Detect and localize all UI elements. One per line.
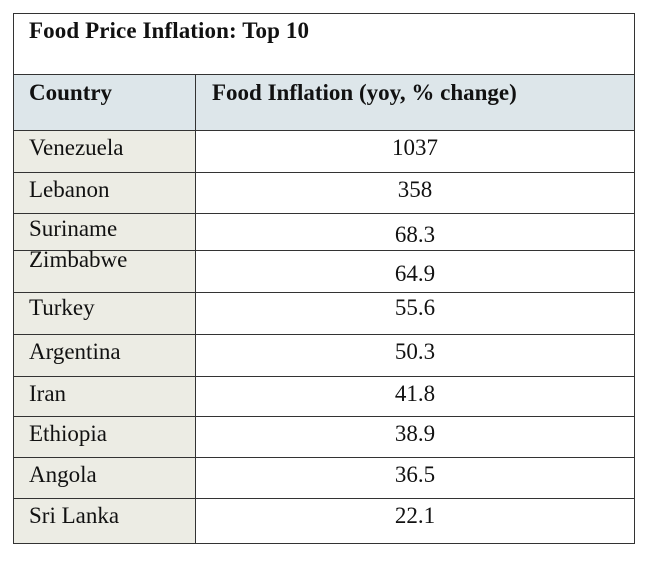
table-row: Argentina 50.3 <box>14 335 634 377</box>
food-inflation-value-cell: 358 <box>196 173 634 213</box>
food-inflation-value-cell: 64.9 <box>196 251 634 292</box>
country-cell: Zimbabwe <box>14 248 196 292</box>
table-header-row: Country Food Inflation (yoy, % change) <box>14 75 634 131</box>
food-inflation-value-cell: 50.3 <box>196 335 634 376</box>
country-cell: Lebanon <box>14 173 196 213</box>
food-inflation-value-cell: 22.1 <box>196 499 634 543</box>
country-cell: Sri Lanka <box>14 499 196 543</box>
food-inflation-value-cell: 55.6 <box>196 293 634 334</box>
country-cell: Angola <box>14 458 196 498</box>
table-row: Sri Lanka 22.1 <box>14 499 634 543</box>
country-cell: Ethiopia <box>14 417 196 457</box>
column-header-country: Country <box>14 75 196 130</box>
column-header-food-inflation: Food Inflation (yoy, % change) <box>212 80 517 105</box>
table-row: Angola 36.5 <box>14 458 634 499</box>
table-row: Iran 41.8 <box>14 377 634 417</box>
table-body: Venezuela 1037 Lebanon 358 Suriname 68.3 Zimba… <box>14 131 634 543</box>
country-cell: Iran <box>14 377 196 416</box>
food-inflation-value-cell: 36.5 <box>196 458 634 498</box>
table-row: Zimbabwe 64.9 <box>14 248 634 293</box>
food-inflation-value-cell: 1037 <box>196 131 634 172</box>
table-row: Suriname 68.3 <box>14 214 634 251</box>
country-cell: Venezuela <box>14 131 196 172</box>
country-cell: Turkey <box>14 293 196 334</box>
table-row: Venezuela 1037 <box>14 131 634 173</box>
table-row: Lebanon 358 <box>14 173 634 214</box>
table-title-row: Food Price Inflation: Top 10 <box>14 14 634 75</box>
food-inflation-value-cell: 68.3 <box>196 214 634 250</box>
food-inflation-value-cell: 38.9 <box>196 417 634 457</box>
food-inflation-table: Food Price Inflation: Top 10 Country Foo… <box>13 13 635 544</box>
country-cell: Argentina <box>14 335 196 376</box>
table-row: Turkey 55.6 <box>14 293 634 335</box>
country-cell: Suriname <box>14 214 196 250</box>
table-row: Ethiopia 38.9 <box>14 417 634 458</box>
food-inflation-value-cell: 41.8 <box>196 377 634 416</box>
table-title: Food Price Inflation: Top 10 <box>29 18 310 43</box>
